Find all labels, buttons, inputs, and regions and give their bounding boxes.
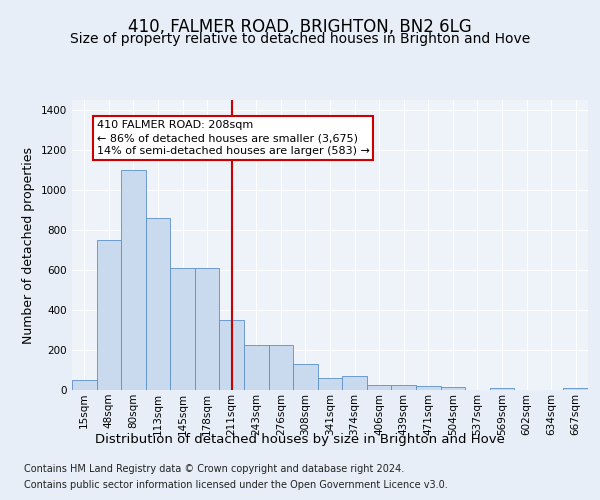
Bar: [416, 386, 440, 390]
Bar: [72, 380, 97, 390]
Text: 410 FALMER ROAD: 208sqm
← 86% of detached houses are smaller (3,675)
14% of semi: 410 FALMER ROAD: 208sqm ← 86% of detache…: [97, 120, 370, 156]
Bar: [195, 268, 220, 390]
Bar: [146, 218, 170, 390]
Text: 410, FALMER ROAD, BRIGHTON, BN2 6LG: 410, FALMER ROAD, BRIGHTON, BN2 6LG: [128, 18, 472, 36]
Bar: [269, 345, 293, 390]
Text: Contains public sector information licensed under the Open Government Licence v3: Contains public sector information licen…: [24, 480, 448, 490]
Bar: [342, 376, 367, 390]
Bar: [244, 345, 269, 390]
Bar: [440, 387, 465, 390]
Text: Distribution of detached houses by size in Brighton and Hove: Distribution of detached houses by size …: [95, 432, 505, 446]
Bar: [318, 378, 342, 390]
Text: Contains HM Land Registry data © Crown copyright and database right 2024.: Contains HM Land Registry data © Crown c…: [24, 464, 404, 474]
Text: Size of property relative to detached houses in Brighton and Hove: Size of property relative to detached ho…: [70, 32, 530, 46]
Bar: [490, 388, 514, 390]
Bar: [367, 385, 391, 390]
Bar: [220, 320, 244, 390]
Bar: [293, 364, 318, 390]
Bar: [170, 268, 195, 390]
Bar: [391, 385, 416, 390]
Bar: [121, 170, 146, 390]
Y-axis label: Number of detached properties: Number of detached properties: [22, 146, 35, 344]
Bar: [563, 388, 588, 390]
Bar: [97, 240, 121, 390]
